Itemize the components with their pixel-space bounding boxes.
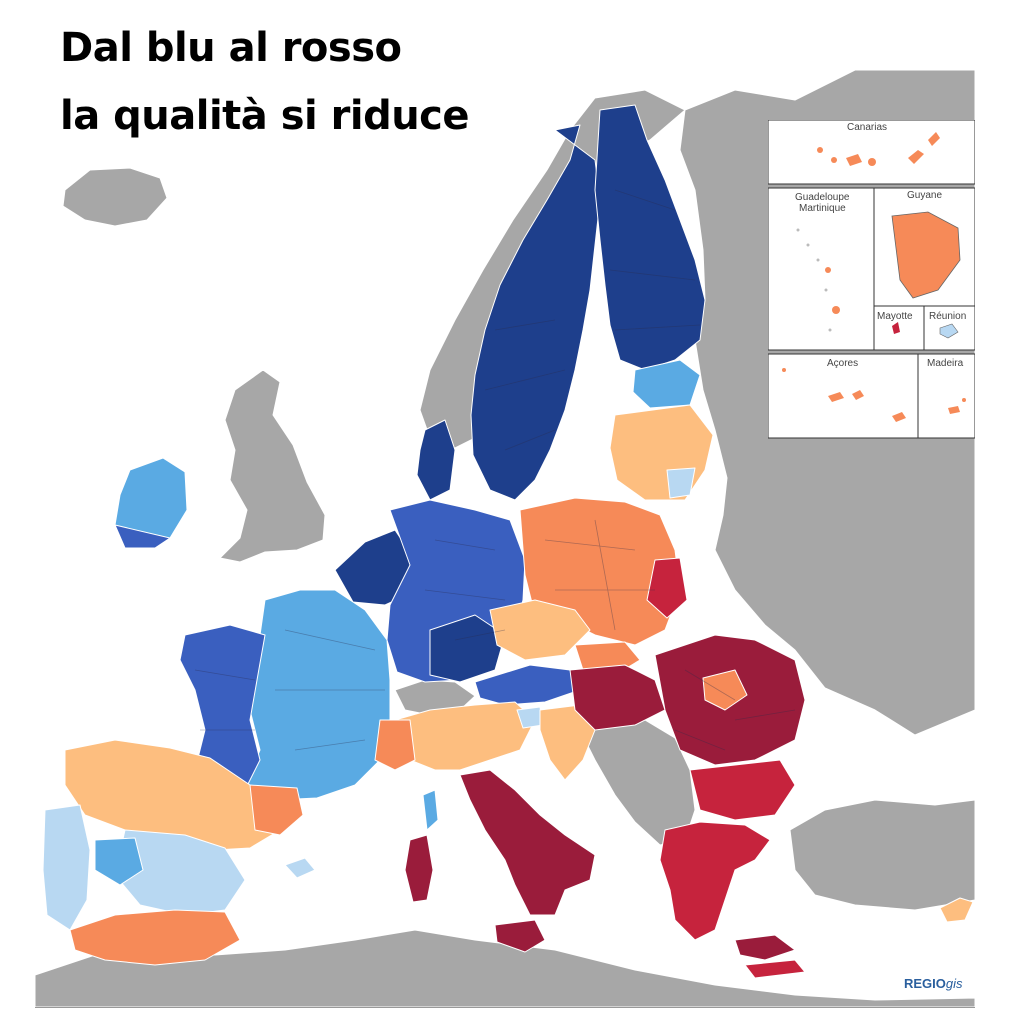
map-frame: Canarias Guadeloupe Martinique Guyane Ma… [35,70,975,1007]
mayotte-shape [892,322,900,334]
acores-islands [782,368,906,422]
corsica [422,789,439,831]
balearic [284,857,316,879]
canarias-label: Canarias [847,122,888,133]
inset-panels [768,120,975,439]
bottom-divider [35,1007,975,1008]
guadeloupe-label: Guadeloupe [795,192,850,203]
mayotte-label: Mayotte [877,311,913,322]
regiogis-logo: REGIOgis [904,976,963,991]
reunion-label: Réunion [929,311,967,322]
acores-label: Açores [827,358,859,369]
greece-islands [734,934,796,961]
iceland [62,167,168,227]
spain-north [64,739,286,851]
madeira-label: Madeira [927,358,964,369]
spain-catalonia [249,784,304,836]
lithuania-east [666,467,696,499]
guyane-label: Guyane [907,190,943,201]
title-line-1: Dal blu al rosso [60,25,402,71]
romania-bucharest [702,669,748,711]
sardinia [404,834,434,903]
italy-northwest [374,719,416,771]
italy-north [394,701,536,771]
spain-madrid [94,837,144,886]
martinique-label: Martinique [799,203,846,214]
crete [744,959,806,979]
latvia-lithuania [609,404,714,501]
ireland-south [114,524,171,549]
caribbean-islands [825,267,840,314]
sicily [494,919,546,953]
reunion-shape [939,323,959,339]
greece [659,821,771,941]
europe-map [35,70,975,1007]
madeira-islands [948,398,966,414]
great-britain [219,369,326,563]
germany-south [429,614,506,683]
guyane-shape [891,211,961,299]
bulgaria [689,759,796,821]
logo-italic: gis [945,976,963,991]
poland-east [646,557,688,619]
finland [594,104,706,371]
sweden [470,124,601,501]
spain-south [69,909,241,966]
canarias-islands [817,132,940,166]
czechia [489,599,591,661]
france [244,589,391,801]
title-line-2: la qualità si riduce [60,93,470,139]
denmark [416,419,456,501]
hungary [569,664,666,731]
spain-center [114,829,246,916]
austria [474,664,581,706]
cyprus [939,897,974,923]
turkey [789,799,975,911]
logo-bold: REGIO [904,976,946,991]
portugal [42,804,91,931]
italy-south [459,769,596,916]
